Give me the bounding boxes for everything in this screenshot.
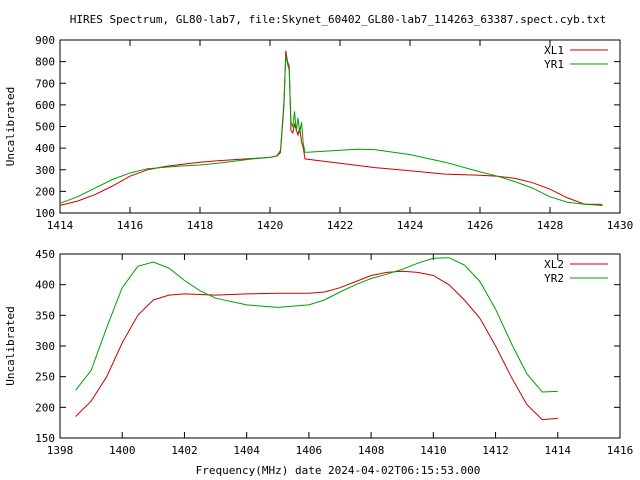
series-line-yr1	[59, 55, 603, 205]
y-tick-label: 400	[35, 279, 55, 292]
x-tick-label: 1424	[397, 219, 424, 232]
y-tick-label: 200	[35, 401, 55, 414]
x-tick-label: 1418	[187, 219, 214, 232]
chart-title: HIRES Spectrum, GL80-lab7, file:Skynet_6…	[70, 13, 606, 26]
x-tick-label: 1414	[47, 219, 74, 232]
x-tick-label: 1400	[109, 444, 136, 457]
y-axis-label: Uncalibrated	[4, 306, 17, 385]
x-tick-label: 1408	[358, 444, 385, 457]
series-line-xl2	[75, 270, 558, 421]
y-tick-label: 150	[35, 432, 55, 445]
series-line-yr2	[75, 257, 558, 393]
x-tick-label: 1414	[545, 444, 572, 457]
x-tick-label: 1398	[47, 444, 74, 457]
y-tick-label: 200	[35, 185, 55, 198]
y-tick-label: 300	[35, 340, 55, 353]
y-axis-label: Uncalibrated	[4, 87, 17, 166]
plot-frame	[59, 39, 621, 214]
legend-label: YR2	[544, 272, 564, 285]
x-tick-label: 1430	[607, 219, 634, 232]
series-line-xl1	[59, 50, 603, 206]
y-tick-label: 500	[35, 121, 55, 134]
legend-label: YR1	[544, 58, 564, 71]
x-tick-label: 1412	[482, 444, 509, 457]
y-tick-label: 350	[35, 309, 55, 322]
y-tick-label: 900	[35, 34, 55, 47]
y-tick-label: 600	[35, 99, 55, 112]
x-tick-label: 1420	[257, 219, 284, 232]
y-tick-label: 300	[35, 164, 55, 177]
y-tick-label: 450	[35, 248, 55, 261]
top-spectrum-panel: 1414 1416 1418 1420 1422 1424 1426 1428 1430 100 2…	[4, 34, 633, 232]
y-tick-label: 400	[35, 142, 55, 155]
bottom-spectrum-panel: 1398 1400 1402 1404 1406 1408 1410 1412 1414 1416…	[4, 248, 633, 457]
y-tick-label: 100	[35, 207, 55, 220]
y-tick-label: 800	[35, 56, 55, 69]
x-tick-label: 1428	[537, 219, 564, 232]
x-tick-label: 1404	[233, 444, 260, 457]
x-tick-label: 1416	[117, 219, 144, 232]
x-tick-label: 1402	[171, 444, 198, 457]
y-tick-label: 700	[35, 77, 55, 90]
x-tick-label: 1416	[607, 444, 634, 457]
x-tick-label: 1410	[420, 444, 447, 457]
legend-label: XL1	[544, 44, 564, 57]
x-tick-label: 1426	[467, 219, 494, 232]
x-axis-label: Frequency(MHz) date 2024-04-02T06:15:53.…	[196, 464, 481, 477]
x-tick-label: 1422	[327, 219, 354, 232]
plot-frame	[59, 253, 621, 439]
y-tick-label: 250	[35, 371, 55, 384]
x-tick-label: 1406	[296, 444, 323, 457]
legend-label: XL2	[544, 258, 564, 271]
